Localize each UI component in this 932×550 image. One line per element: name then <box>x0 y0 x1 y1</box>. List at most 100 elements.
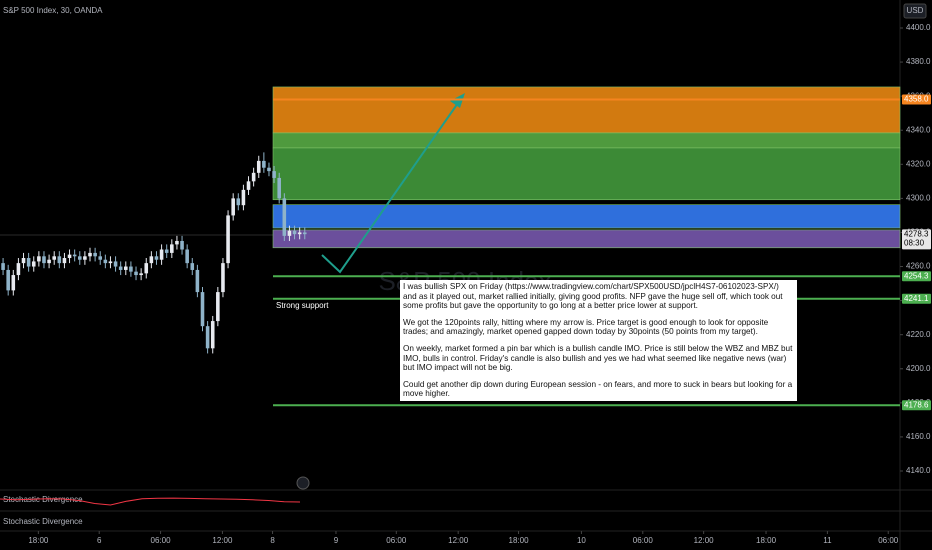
candle-body <box>31 261 36 267</box>
note-paragraph: Could get another dip down during Europe… <box>403 379 793 399</box>
candle-body <box>175 240 179 245</box>
candle-body <box>205 326 210 349</box>
candle-body <box>98 256 103 260</box>
indicator-pane-label: Stochastic Divergence <box>3 517 83 526</box>
x-tick-label: 18:00 <box>28 536 49 545</box>
candle-body <box>62 258 67 264</box>
candle-body <box>1 263 5 270</box>
x-tick-label: 06:00 <box>633 536 654 545</box>
zones <box>272 86 901 249</box>
candle-body <box>231 198 235 216</box>
candle-body <box>57 256 62 264</box>
price-tag <box>902 271 931 282</box>
candle-body <box>83 256 87 260</box>
candle-body <box>103 259 108 264</box>
candle-body <box>88 252 92 257</box>
price-tag-label: 4241.1 <box>904 294 929 303</box>
x-tick-label: 06:00 <box>386 536 407 545</box>
candle-body <box>11 275 16 291</box>
x-tick-label: 10 <box>577 536 586 545</box>
arrow <box>321 102 459 274</box>
candle-body <box>216 292 220 322</box>
candle-body <box>287 230 292 236</box>
candle-body <box>154 256 159 260</box>
candle-body <box>134 271 138 276</box>
x-tick-label: 18:00 <box>756 536 777 545</box>
candle-body <box>262 160 266 168</box>
event-icon <box>296 476 310 490</box>
x-tick-label: 06:00 <box>151 536 172 545</box>
countdown: 08:30 <box>904 238 925 247</box>
zone <box>272 229 901 249</box>
candle-body <box>52 256 56 260</box>
currency-button[interactable] <box>903 3 927 19</box>
note-paragraph: I was bullish SPX on Friday (https://www… <box>403 282 783 311</box>
candle-body <box>256 160 261 173</box>
x-tick-label: 12:00 <box>212 536 233 545</box>
zone <box>272 204 901 229</box>
candle-body <box>221 263 225 293</box>
last-price-tag <box>902 229 931 250</box>
x-tick-label: 18:00 <box>509 536 530 545</box>
candle-body <box>139 273 143 276</box>
y-tick-label: 4320.0 <box>906 159 931 168</box>
zone <box>272 147 901 201</box>
candle-body <box>277 177 281 199</box>
candle-body <box>144 263 149 274</box>
zone <box>272 132 901 149</box>
price-tag-label: 4178.6 <box>904 400 929 409</box>
y-tick-label: 4400.0 <box>906 23 931 32</box>
candle-body <box>72 254 77 257</box>
candle-body <box>47 259 51 264</box>
x-tick-label: 9 <box>334 536 339 545</box>
annotation-label: Strong support <box>276 301 329 310</box>
x-tick-label: 8 <box>270 536 275 545</box>
last-price-label: 4278.3 <box>904 229 929 238</box>
y-tick-label: 4160.0 <box>906 432 931 441</box>
price-tag-label: 4254.3 <box>904 271 929 280</box>
y-tick-label: 4380.0 <box>906 57 931 66</box>
candle-body <box>190 263 195 270</box>
candle-body <box>195 269 200 293</box>
note: I was bullish SPX on Friday (https://www… <box>400 280 797 401</box>
candle-body <box>37 256 41 262</box>
candle-body <box>292 230 297 235</box>
currency[interactable]: USD <box>907 6 924 15</box>
candle-body <box>113 261 118 267</box>
title: S&P 500 Index, 30, OANDA <box>3 6 103 15</box>
y-tick-label: 4200.0 <box>906 364 931 373</box>
candle-body <box>16 263 21 276</box>
candle-body <box>6 269 10 291</box>
candle-body <box>200 292 205 327</box>
candle-body <box>226 215 230 264</box>
candle-body <box>159 249 164 260</box>
candle-body <box>210 321 215 349</box>
candle-body <box>236 198 241 206</box>
candle-body <box>149 256 154 264</box>
candle-body <box>164 249 169 253</box>
zone <box>272 86 901 134</box>
candle-body <box>108 261 113 264</box>
y-tick-label: 4260.0 <box>906 262 931 271</box>
candle-body <box>170 244 174 253</box>
x-tick-label: 12:00 <box>694 536 715 545</box>
candle-body <box>272 171 276 178</box>
candle-body <box>297 232 302 235</box>
candle-body <box>26 258 31 267</box>
candle-body <box>241 189 246 206</box>
candles <box>1 152 307 354</box>
candle-body <box>251 172 256 182</box>
candle-body <box>246 181 251 190</box>
candle-body <box>124 266 128 270</box>
price-tag-label: 4358.0 <box>904 95 929 104</box>
note-paragraph: On weekly, market formed a pin bar which… <box>403 343 793 373</box>
candle-body <box>180 240 184 250</box>
price-tag <box>902 94 931 105</box>
y-tick-label: 4340.0 <box>906 125 931 134</box>
y-tick-label: 4300.0 <box>906 193 931 202</box>
candle-body <box>185 249 189 264</box>
y-tick-label: 4140.0 <box>906 466 931 475</box>
candle-body <box>302 232 307 235</box>
